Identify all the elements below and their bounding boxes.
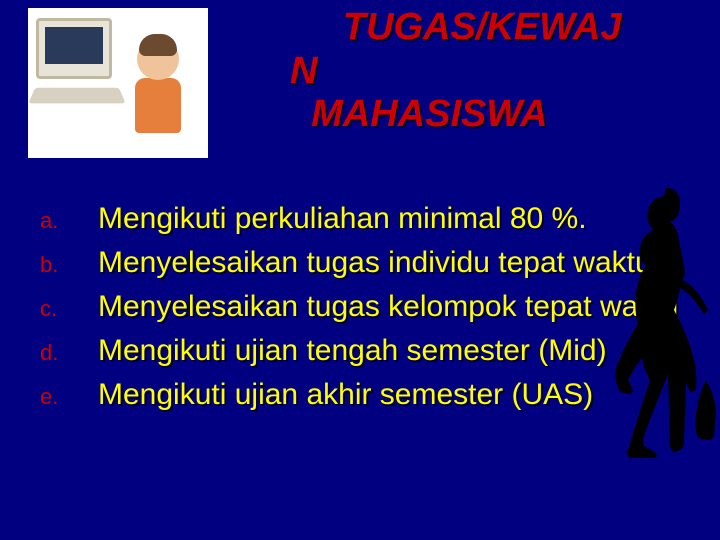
list-text: Mengikuti ujian akhir semester (UAS) — [98, 376, 593, 414]
list-marker: c. — [40, 288, 98, 328]
list-text: Menyelesaikan tugas kelompok tepat waktu — [98, 288, 678, 326]
list-text: Mengikuti perkuliahan minimal 80 %. — [98, 200, 587, 238]
keyboard-icon — [28, 88, 125, 104]
title-line-1: TUGAS/KEWAJ — [290, 6, 621, 48]
list-item: d. Mengikuti ujian tengah semester (Mid) — [40, 332, 700, 372]
title-line-2: N — [290, 50, 317, 92]
task-list: a. Mengikuti perkuliahan minimal 80 %. b… — [40, 200, 700, 420]
computer-monitor-icon — [36, 18, 112, 79]
list-marker: b. — [40, 244, 98, 284]
list-marker: e. — [40, 376, 98, 416]
student-figure-icon — [128, 38, 188, 148]
list-text: Mengikuti ujian tengah semester (Mid) — [98, 332, 607, 370]
list-item: b. Menyelesaikan tugas individu tepat wa… — [40, 244, 700, 284]
title-line-3: MAHASISWA — [290, 93, 548, 135]
clipart-panel — [28, 8, 208, 158]
list-item: e. Mengikuti ujian akhir semester (UAS) — [40, 376, 700, 416]
list-marker: d. — [40, 332, 98, 372]
list-marker: a. — [40, 200, 98, 240]
list-item: a. Mengikuti perkuliahan minimal 80 %. — [40, 200, 700, 240]
slide-title: TUGAS/KEWAJ N MAHASISWA — [290, 6, 720, 137]
list-text: Menyelesaikan tugas individu tepat waktu — [98, 244, 652, 282]
list-item: c. Menyelesaikan tugas kelompok tepat wa… — [40, 288, 700, 328]
